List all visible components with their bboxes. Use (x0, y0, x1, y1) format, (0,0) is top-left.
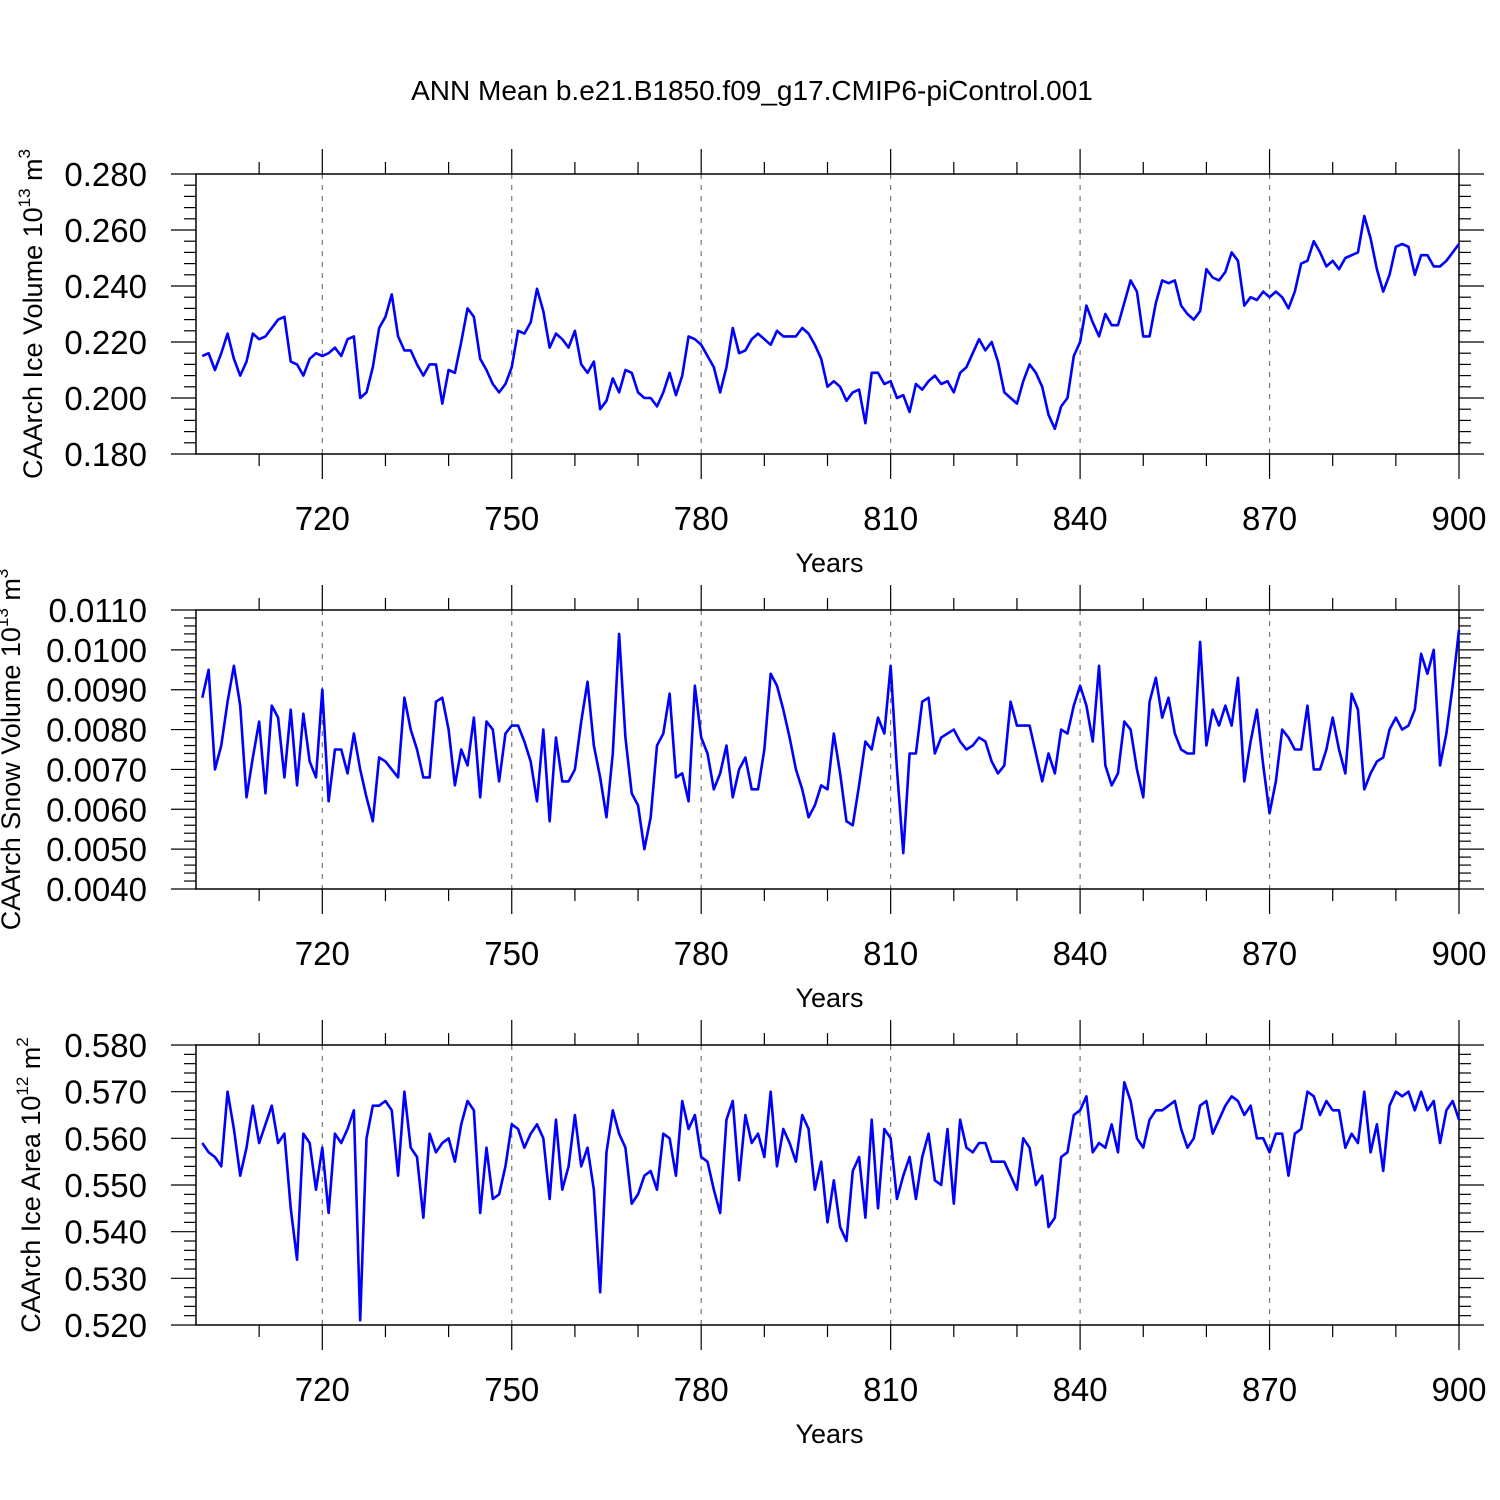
x-tick-label: 750 (484, 935, 539, 972)
panel-snow-volume: 720 750 780 810 840 870 9000.00400.00500.00600… (0, 569, 1487, 1013)
y-tick-label: 0.0060 (46, 791, 147, 828)
x-tick-label: 900 (1431, 500, 1486, 537)
y-tick-label: 0.220 (64, 324, 147, 361)
y-tick-label: 0.570 (64, 1074, 147, 1111)
y-tick-label: 0.180 (64, 436, 147, 473)
y-axis-label-text: CAArch Ice Volume 10 (18, 207, 48, 479)
y-tick-label: 0.580 (64, 1027, 147, 1064)
y-tick-label: 0.0110 (49, 592, 147, 629)
y-axis-label: CAArch Ice Area 1012 m2 (13, 1037, 46, 1333)
y-axis-label: CAArch Snow Volume 1013 m3 (0, 569, 26, 931)
x-tick-label: 720 (295, 500, 350, 537)
x-tick-label: 720 (295, 935, 350, 972)
x-axis-label: Years (795, 983, 863, 1013)
y-tick-label: 0.240 (64, 268, 147, 305)
y-axis-label-unit: m (18, 158, 48, 188)
series-line-ice-area (201, 1081, 1461, 1322)
y-tick-label: 0.260 (64, 212, 147, 249)
y-axis-label-text: CAArch Ice Area 10 (16, 1096, 46, 1333)
y-axis-label-exponent: 13 (0, 608, 12, 627)
y-axis-label-text: CAArch Snow Volume 10 (0, 627, 26, 930)
x-tick-label: 840 (1053, 1371, 1108, 1408)
x-tick-label: 780 (674, 935, 729, 972)
y-axis-label-unit: m (0, 578, 26, 608)
x-tick-label: 810 (863, 1371, 918, 1408)
y-tick-label: 0.0080 (46, 712, 147, 749)
x-tick-label: 900 (1431, 1371, 1486, 1408)
series-line-snow-volume (201, 629, 1461, 855)
y-axis-label-exponent: 12 (13, 1077, 32, 1096)
x-tick-label: 750 (484, 1371, 539, 1408)
y-tick-label: 0.0040 (46, 871, 147, 908)
y-tick-label: 0.550 (64, 1167, 147, 1204)
y-axis-label-unit-exponent: 3 (0, 569, 12, 578)
series-line-ice-volume (201, 214, 1461, 431)
x-tick-label: 840 (1053, 500, 1108, 537)
y-tick-label: 0.0090 (46, 672, 147, 709)
x-tick-label: 780 (674, 1371, 729, 1408)
figure-title: ANN Mean b.e21.B1850.f09_g17.CMIP6-piCon… (411, 75, 1093, 106)
x-axis-label: Years (795, 1419, 863, 1449)
x-tick-label: 780 (674, 500, 729, 537)
y-tick-label: 0.520 (64, 1307, 147, 1344)
y-tick-label: 0.0100 (46, 632, 147, 669)
plot-frame (195, 609, 1460, 890)
y-axis-label-unit: m (16, 1047, 46, 1077)
panel-ice-volume: 720 750 780 810 840 870 900 0.180 0.200 0.220 0.24… (15, 149, 1487, 578)
x-tick-label: 870 (1242, 1371, 1297, 1408)
x-tick-label: 720 (295, 1371, 350, 1408)
x-tick-label: 750 (484, 500, 539, 537)
x-tick-label: 810 (863, 935, 918, 972)
panel-ice-area: 720 750 780 810 840 870 900 0.520 0.530 0.540 0.55… (13, 1020, 1487, 1449)
x-tick-label: 870 (1242, 500, 1297, 537)
y-axis-label: CAArch Ice Volume 1013 m3 (15, 149, 48, 479)
y-axis-label-unit-exponent: 3 (15, 149, 34, 158)
y-axis-label-unit-exponent: 2 (13, 1037, 32, 1046)
y-tick-label: 0.0070 (46, 751, 147, 788)
y-tick-label: 0.200 (64, 380, 147, 417)
y-tick-label: 0.540 (64, 1214, 147, 1251)
x-tick-label: 840 (1053, 935, 1108, 972)
y-tick-label: 0.560 (64, 1120, 147, 1157)
y-tick-label: 0.0050 (46, 831, 147, 868)
x-axis-label: Years (795, 548, 863, 578)
y-axis-label-exponent: 13 (15, 188, 34, 207)
panels: 720 750 780 810 840 870 900 0.180 0.200 0.220 0.24… (0, 149, 1487, 1449)
x-tick-label: 900 (1431, 935, 1486, 972)
y-tick-label: 0.530 (64, 1260, 147, 1297)
x-tick-label: 870 (1242, 935, 1297, 972)
y-tick-label: 0.280 (64, 156, 147, 193)
x-tick-label: 810 (863, 500, 918, 537)
plot-frame (195, 1044, 1460, 1326)
